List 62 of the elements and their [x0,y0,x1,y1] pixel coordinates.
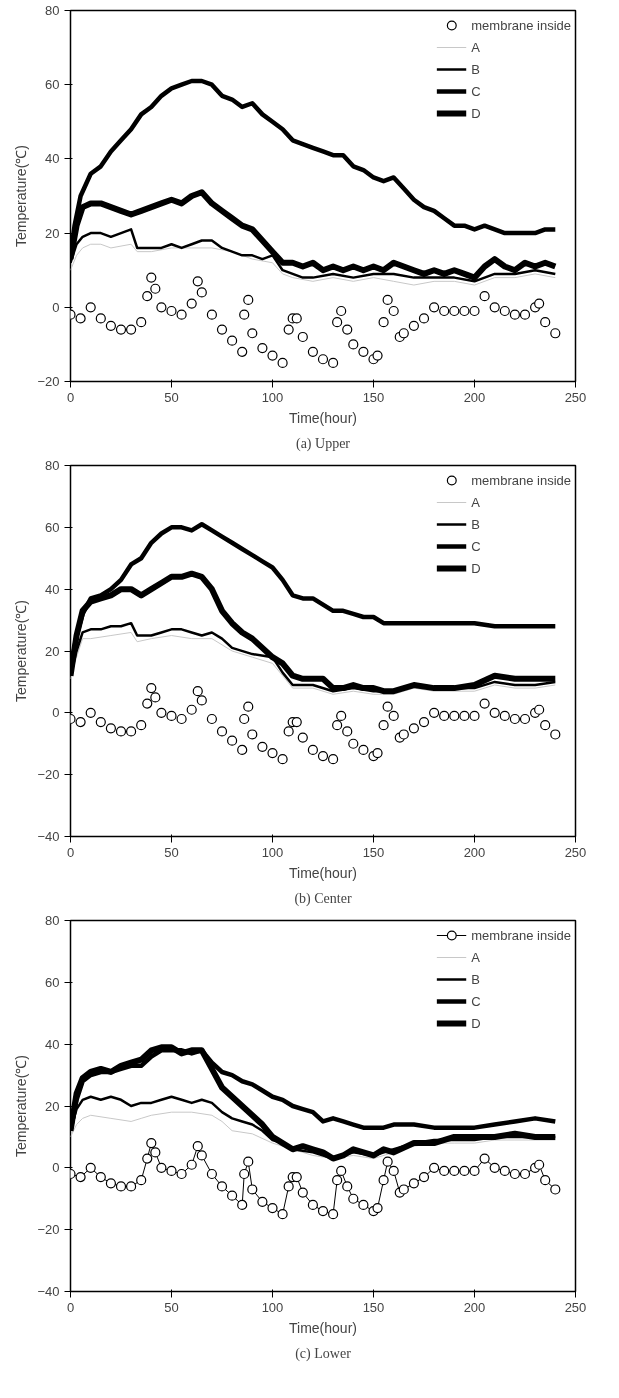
legend-label: A [471,38,481,57]
legend-label: C [471,537,482,556]
y-tick-label: 0 [52,705,60,721]
x-axis-title: Time(hour) [289,1319,357,1336]
text: (b) Center [294,890,352,907]
legend-label: A [471,493,481,512]
y-tick-label: 40 [45,581,60,597]
y-axis-title: Temperature(℃) [13,600,30,702]
y-tick-label: −40 [37,1284,60,1299]
x-tick-label: 150 [362,1299,385,1315]
y-tick-label: −20 [37,767,60,783]
x-axis-title: Time(hour) [289,864,357,881]
legend-label: membrane inside [471,16,571,35]
y-tick-label: 0 [52,299,60,315]
y-tick-label: 40 [45,151,60,167]
y-axis-title: Temperature(℃) [13,1055,30,1157]
y-tick-label: 80 [45,913,60,928]
y-tick-label: 20 [45,1098,60,1114]
legend-label: D [471,559,482,578]
y-tick-label: −20 [37,374,60,389]
x-tick-label: 250 [564,1299,587,1315]
x-tick-label: 50 [164,389,179,405]
text: (c) Lower [295,1345,352,1362]
legend-label: D [471,104,482,123]
y-tick-label: −20 [37,1222,60,1238]
legend-label: B [471,60,481,79]
x-axis-title: Time(hour) [289,409,357,426]
x-tick-label: 0 [66,1299,75,1315]
y-tick-label: 0 [52,1160,60,1176]
x-tick-label: 0 [66,844,75,860]
y-tick-label: 40 [45,1036,60,1052]
legend-label: C [471,82,482,101]
y-tick-label: 60 [45,974,60,990]
legend-label: A [471,948,481,967]
legend-label: B [471,515,481,534]
x-tick-label: 0 [66,389,75,405]
x-tick-label: 100 [261,1299,284,1315]
y-tick-label: 60 [45,519,60,535]
x-tick-label: 50 [164,844,179,860]
y-tick-label: −40 [37,829,60,844]
x-tick-label: 100 [261,389,284,405]
x-tick-label: 200 [463,389,486,405]
legend-label: membrane inside [471,471,571,490]
legend-label: C [471,992,482,1011]
x-tick-label: 150 [362,389,385,405]
x-tick-label: 200 [463,844,486,860]
text: (a) Upper [295,435,351,452]
legend-label: B [471,970,481,989]
y-tick-label: 80 [45,458,60,473]
legend-label: D [471,1014,482,1033]
x-tick-label: 100 [261,844,284,860]
x-tick-label: 50 [164,1299,179,1315]
y-tick-label: 20 [45,225,60,241]
x-tick-label: 200 [463,1299,486,1315]
x-tick-label: 250 [564,389,587,405]
y-tick-label: 60 [45,77,60,93]
x-tick-label: 250 [564,844,587,860]
y-axis-title: Temperature(℃) [13,145,30,247]
legend-label: membrane inside [471,926,571,945]
y-tick-label: 80 [45,3,60,18]
y-tick-label: 20 [45,643,60,659]
x-tick-label: 150 [362,844,385,860]
